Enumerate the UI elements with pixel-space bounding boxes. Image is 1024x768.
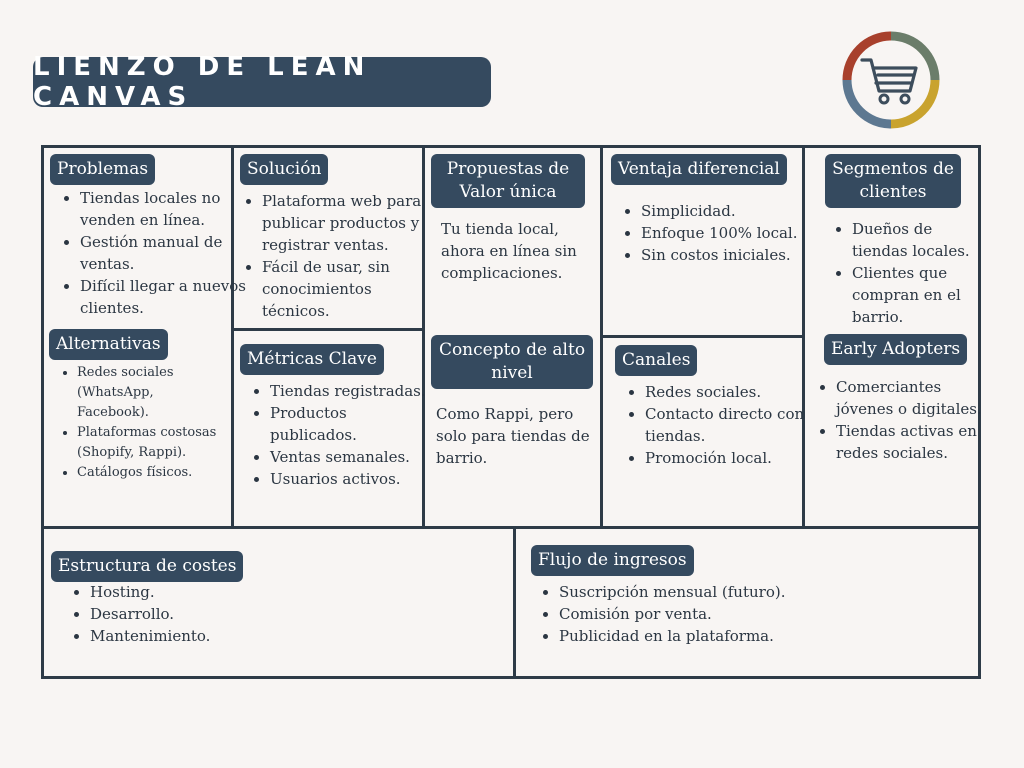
- propuesta-label: Propuestas de Valor única: [431, 154, 585, 208]
- ventaja-label: Ventaja diferencial: [611, 154, 787, 185]
- cell-costes: Estructura de costes Hosting. Desarrollo…: [44, 529, 513, 676]
- ventaja-list: Simplicidad. Enfoque 100% local. Sin cos…: [621, 200, 821, 266]
- cell-solucion: Solución Plataforma web para publicar pr…: [234, 148, 422, 328]
- list-item: Desarrollo.: [90, 603, 390, 625]
- list-item: Suscripción mensual (futuro).: [559, 581, 959, 603]
- alternativas-label: Alternativas: [49, 329, 168, 360]
- concepto-label: Concepto de alto nivel: [431, 335, 593, 389]
- list-item: Tiendas locales no venden en línea.: [80, 187, 250, 231]
- solucion-list: Plataforma web para publicar productos y…: [242, 190, 434, 322]
- list-item: Redes sociales.: [645, 381, 815, 403]
- early-adopters-label: Early Adopters: [824, 334, 968, 365]
- early-adopters-list: Comerciantes jóvenes o digitales. Tienda…: [816, 376, 996, 464]
- list-item: Enfoque 100% local.: [641, 222, 821, 244]
- metricas-list: Tiendas registradas. Productos publicado…: [250, 380, 438, 490]
- list-item: Fácil de usar, sin conocimientos técnico…: [262, 256, 434, 322]
- lean-canvas: Problemas Tiendas locales no venden en l…: [41, 145, 982, 679]
- shopping-cart-icon: [842, 31, 940, 129]
- list-item: Promoción local.: [645, 447, 815, 469]
- cell-problemas: Problemas Tiendas locales no venden en l…: [44, 148, 246, 526]
- list-item: Difícil llegar a nuevos clientes.: [80, 275, 250, 319]
- list-item: Tiendas registradas.: [270, 380, 438, 402]
- list-item: Contacto directo con tiendas.: [645, 403, 815, 447]
- cell-metricas: Métricas Clave Tiendas registradas. Prod…: [234, 331, 426, 526]
- problemas-list: Tiendas locales no venden en línea. Gest…: [60, 187, 250, 319]
- costes-list: Hosting. Desarrollo. Mantenimiento.: [70, 581, 390, 647]
- segmentos-list: Dueños de tiendas locales. Clientes que …: [832, 218, 992, 328]
- list-item: Plataforma web para publicar productos y…: [262, 190, 434, 256]
- list-item: Simplicidad.: [641, 200, 821, 222]
- alternativas-list: Redes sociales (WhatsApp, Facebook). Pla…: [59, 363, 227, 483]
- cell-ventaja: Ventaja diferencial Simplicidad. Enfoque…: [603, 148, 802, 335]
- list-item: Dueños de tiendas locales.: [852, 218, 992, 262]
- list-item: Comerciantes jóvenes o digitales.: [836, 376, 996, 420]
- list-item: Usuarios activos.: [270, 468, 438, 490]
- concepto-text: Como Rappi, pero solo para tiendas de ba…: [436, 405, 590, 467]
- propuesta-text: Tu tienda local, ahora en línea sin comp…: [441, 220, 577, 282]
- ingresos-list: Suscripción mensual (futuro). Comisión p…: [539, 581, 959, 647]
- cell-ingresos: Flujo de ingresos Suscripción mensual (f…: [516, 529, 978, 676]
- canales-label: Canales: [615, 345, 698, 376]
- page-title: LIENZO DE LEAN CANVAS: [33, 52, 491, 112]
- segmentos-label: Segmentos de clientes: [825, 154, 961, 208]
- list-item: Comisión por venta.: [559, 603, 959, 625]
- list-item: Clientes que compran en el barrio.: [852, 262, 992, 328]
- canales-list: Redes sociales. Contacto directo con tie…: [625, 381, 815, 469]
- cell-canales: Canales Redes sociales. Contacto directo…: [603, 338, 804, 526]
- cell-propuesta: Propuestas de Valor única Tu tienda loca…: [425, 148, 600, 526]
- costes-label: Estructura de costes: [51, 551, 244, 582]
- list-item: Gestión manual de ventas.: [80, 231, 250, 275]
- ingresos-label: Flujo de ingresos: [531, 545, 694, 576]
- list-item: Redes sociales (WhatsApp, Facebook).: [77, 363, 227, 423]
- list-item: Ventas semanales.: [270, 446, 438, 468]
- solucion-label: Solución: [240, 154, 329, 185]
- list-item: Plataformas costosas (Shopify, Rappi).: [77, 423, 227, 463]
- list-item: Mantenimiento.: [90, 625, 390, 647]
- list-item: Publicidad en la plataforma.: [559, 625, 959, 647]
- list-item: Catálogos físicos.: [77, 463, 227, 483]
- list-item: Hosting.: [90, 581, 390, 603]
- list-item: Sin costos iniciales.: [641, 244, 821, 266]
- list-item: Productos publicados.: [270, 402, 438, 446]
- problemas-label: Problemas: [50, 154, 156, 185]
- cell-segmentos: Segmentos de clientes Dueños de tiendas …: [805, 148, 982, 526]
- metricas-label: Métricas Clave: [240, 344, 384, 375]
- list-item: Tiendas activas en redes sociales.: [836, 420, 996, 464]
